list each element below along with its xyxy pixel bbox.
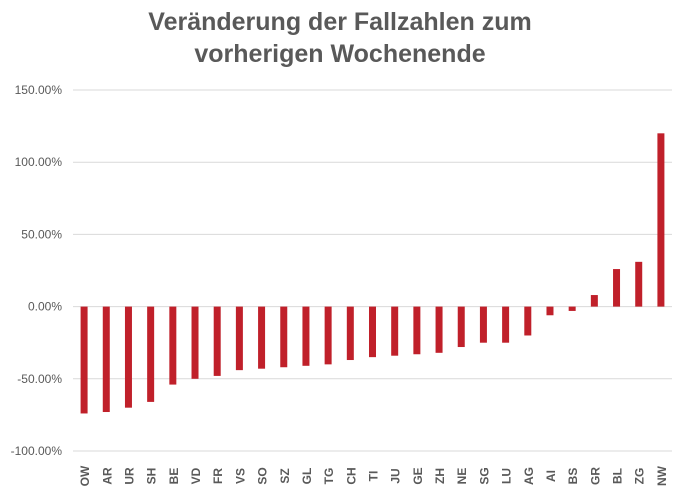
x-tick-label: BS [566,468,580,485]
x-tick-label: TI [367,471,381,482]
x-tick-label: BE [167,468,181,485]
x-tick-label: GE [411,467,425,484]
x-tick-label: VS [233,468,247,484]
x-tick-label: SH [145,468,159,485]
bar-gl [302,306,310,366]
x-tick-label: GR [588,467,602,485]
x-tick-label: AG [522,467,536,485]
x-tick-label: SO [256,467,270,484]
bar-sh [147,306,155,402]
bar-ag [524,306,532,336]
bar-lu [502,306,510,343]
y-tick-label: 100.00% [15,155,63,169]
bar-ne [457,306,465,348]
y-tick-label: -100.00% [11,444,63,458]
x-tick-label: BL [611,468,625,484]
x-tick-label: JU [389,468,403,483]
x-tick-label: UR [122,467,136,485]
y-tick-label: 0.00% [28,300,62,314]
chart-title-line-1: Veränderung der Fallzahlen zum [148,8,532,36]
x-tick-label: TG [322,468,336,485]
bar-ju [391,306,399,356]
y-tick-label: -50.00% [17,372,62,386]
y-tick-label: 50.00% [21,227,62,241]
x-tick-label: CH [344,467,358,484]
x-tick-label: GL [300,468,314,485]
bar-ge [413,306,421,355]
x-tick-label: FR [211,468,225,484]
x-tick-label: ZH [433,468,447,484]
bar-bs [568,306,576,311]
bar-be [169,306,177,385]
bar-nw [657,133,665,307]
bar-ow [80,306,88,414]
x-tick-label: ZG [633,468,647,485]
chart-title: Veränderung der Fallzahlen zum vorherige… [0,6,680,70]
bar-vs [235,306,243,371]
x-tick-label: OW [78,465,92,486]
bar-zg [635,261,643,307]
x-tick-label: VD [189,467,203,484]
bar-ur [124,306,132,408]
bar-ai [546,306,554,316]
bar-so [258,306,266,369]
x-tick-label: NE [455,468,469,485]
bar-zh [435,306,443,353]
x-tick-label: SG [477,467,491,484]
bar-sz [280,306,288,368]
x-tick-label: LU [500,468,514,484]
bar-sg [479,306,487,343]
bar-vd [191,306,199,379]
bar-ar [102,306,110,413]
x-tick-label: NW [655,465,669,486]
bar-bl [613,269,621,307]
chart-title-line-2: vorherigen Wochenende [194,40,486,68]
bar-ti [369,306,376,358]
x-tick-label: AR [100,467,114,485]
y-tick-label: 150.00% [15,83,63,97]
bar-tg [324,306,332,365]
bar-ch [346,306,354,361]
x-tick-label: SZ [278,468,292,483]
bar-fr [213,306,221,376]
x-tick-label: AI [544,470,558,482]
bar-gr [590,295,598,307]
